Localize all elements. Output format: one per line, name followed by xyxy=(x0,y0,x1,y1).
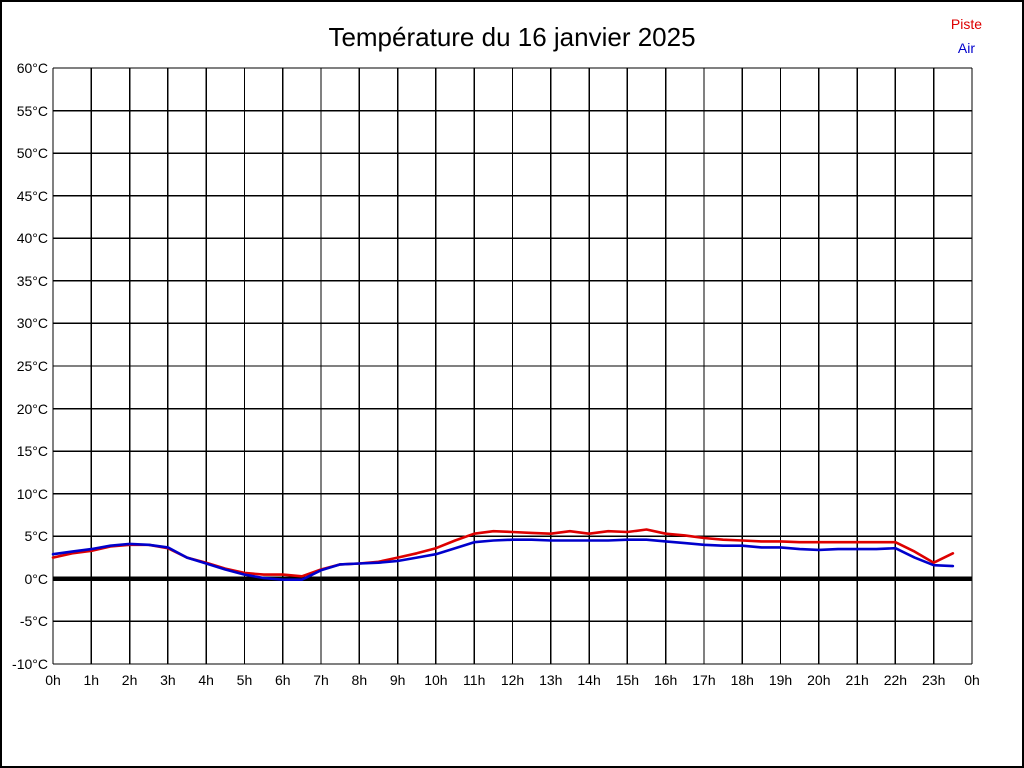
x-axis-tick-label: 5h xyxy=(236,672,253,688)
x-axis-tick-label: 1h xyxy=(83,672,100,688)
x-axis-tick-label: 3h xyxy=(160,672,176,688)
x-axis-tick-label: 11h xyxy=(463,672,486,688)
air-line xyxy=(51,538,955,582)
y-axis-tick-label: 45°C xyxy=(16,187,48,204)
y-axis-tick-label: 0°C xyxy=(24,570,49,587)
chart-legend: Piste Air xyxy=(951,12,982,60)
x-axis-tick-label: 7h xyxy=(313,672,329,688)
x-axis-tick-label: 17h xyxy=(692,672,716,688)
x-axis-tick-label: 0h xyxy=(45,672,61,688)
x-axis-tick-label: 20h xyxy=(807,672,831,688)
x-axis-tick-label: 22h xyxy=(883,672,908,688)
x-axis-tick-label: 8h xyxy=(351,672,368,688)
y-axis-tick-label: 20°C xyxy=(16,400,48,417)
y-axis-tick-label: -5°C xyxy=(19,613,48,630)
y-axis-tick-label: 35°C xyxy=(16,272,48,289)
y-axis-tick-label: 30°C xyxy=(16,315,48,332)
legend-item-air: Air xyxy=(957,40,975,56)
y-axis-tick-label: 40°C xyxy=(16,230,48,247)
x-axis-tick-label: 10h xyxy=(424,672,448,688)
x-axis-tick-label: 15h xyxy=(615,672,640,688)
legend-item-piste: Piste xyxy=(950,16,982,32)
y-axis-tick-label: 50°C xyxy=(16,145,48,162)
chart-title: Température du 16 janvier 2025 xyxy=(328,22,696,52)
x-axis-tick-label: 9h xyxy=(389,672,406,688)
x-axis-tick-label: 13h xyxy=(539,672,563,688)
x-axis-tick-label: 21h xyxy=(845,672,869,688)
x-axis-tick-label: 0h xyxy=(964,672,980,688)
y-axis-tick-label: 55°C xyxy=(16,102,48,119)
y-axis-tick-label: 5°C xyxy=(24,528,49,545)
y-axis-tick-label: 60°C xyxy=(16,60,48,76)
x-axis-tick-label: 6h xyxy=(274,672,291,688)
x-axis-tick-label: 19h xyxy=(768,672,793,688)
x-axis-tick-label: 4h xyxy=(198,672,214,688)
y-axis-tick-label: 15°C xyxy=(16,443,48,460)
y-axis-tick-label: 25°C xyxy=(16,358,48,374)
x-axis-tick-label: 18h xyxy=(730,672,754,688)
x-axis-tick-label: 14h xyxy=(577,672,601,688)
y-axis-tick-label: -10°C xyxy=(12,656,48,672)
x-axis-tick-label: 12h xyxy=(500,672,525,688)
x-axis-tick-label: 23h xyxy=(922,672,946,688)
y-axis-tick-label: 10°C xyxy=(16,485,48,502)
x-axis-tick-label: 2h xyxy=(121,672,138,688)
x-axis-tick-label: 16h xyxy=(653,672,678,688)
